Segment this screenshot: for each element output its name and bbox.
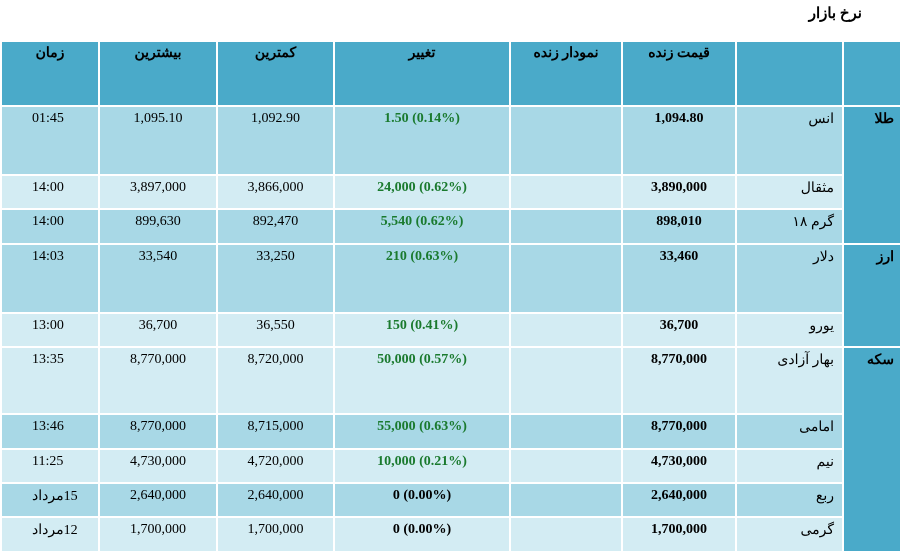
group-label-currency: ارز [842,242,900,349]
low-value: 3,866,000 [216,173,335,211]
item-name: ربع [735,481,844,519]
live-price: 8,770,000 [621,413,737,450]
live-chart-cell[interactable] [509,413,623,450]
live-price: 2,640,000 [621,481,737,519]
live-price: 4,730,000 [621,447,737,485]
low-value: 2,640,000 [216,481,335,519]
live-chart-cell[interactable] [509,311,623,349]
low-value: 1,092.90 [216,105,335,176]
table-row: مثقال 3,890,000 24,000 (0.62%) 3,866,000… [0,173,900,211]
table-row: طلا انس 1,094.80 1.50 (0.14%) 1,092.90 1… [0,105,900,245]
header-change: تغییر [333,40,511,107]
change-value: 1.50 (0.14%) [333,105,511,176]
high-value: 2,640,000 [98,481,218,519]
page-title: نرخ بازار [808,6,862,22]
change-value: 150 (0.41%) [333,311,511,349]
item-name: امامی [735,413,844,450]
item-name: گرم ۱۸ [735,208,844,245]
high-value: 33,540 [98,242,218,314]
table-row: امامی 8,770,000 55,000 (0.63%) 8,715,000… [0,413,900,450]
live-price: 3,890,000 [621,173,737,211]
update-time: 14:00 [0,208,100,245]
header-price: قیمت زنده [621,40,737,107]
change-value: 0 (0.00%) [333,481,511,519]
live-price: 1,700,000 [621,516,737,553]
low-value: 8,720,000 [216,346,335,416]
item-name: بهار آزادی [735,346,844,416]
change-value: 10,000 (0.21%) [333,447,511,485]
update-time: 14:03 [0,242,100,314]
high-value: 1,095.10 [98,105,218,176]
update-time: 13:00 [0,311,100,349]
update-time: 12مرداد [0,516,100,553]
live-price: 1,094.80 [621,105,737,176]
high-value: 8,770,000 [98,346,218,416]
group-label-coin: سکه [842,346,900,553]
high-value: 8,770,000 [98,413,218,450]
high-value: 1,700,000 [98,516,218,553]
update-time: 13:35 [0,346,100,416]
header-low: کمترین [216,40,335,107]
live-chart-cell[interactable] [509,447,623,485]
update-time: 15مرداد [0,481,100,519]
low-value: 33,250 [216,242,335,314]
live-chart-cell[interactable] [509,516,623,553]
header-time: زمان [0,40,100,107]
item-name: یورو [735,311,844,349]
high-value: 4,730,000 [98,447,218,485]
table-row: گرم ۱۸ 898,010 5,540 (0.62%) 892,470 899… [0,208,900,245]
item-name: نیم [735,447,844,485]
change-value: 0 (0.00%) [333,516,511,553]
live-price: 36,700 [621,311,737,349]
live-chart-cell[interactable] [509,242,623,314]
header-row: قیمت زنده نمودار زنده تغییر کمترین بیشتر… [0,40,900,107]
live-chart-cell[interactable] [509,208,623,245]
change-value: 50,000 (0.57%) [333,346,511,416]
live-chart-cell[interactable] [509,481,623,519]
item-name: انس [735,105,844,176]
live-price: 33,460 [621,242,737,314]
item-name: مثقال [735,173,844,211]
low-value: 892,470 [216,208,335,245]
high-value: 3,897,000 [98,173,218,211]
change-value: 24,000 (0.62%) [333,173,511,211]
low-value: 8,715,000 [216,413,335,450]
table-row: نیم 4,730,000 10,000 (0.21%) 4,720,000 4… [0,447,900,485]
live-price: 898,010 [621,208,737,245]
table-row: ربع 2,640,000 0 (0.00%) 2,640,000 2,640,… [0,481,900,519]
live-chart-cell[interactable] [509,173,623,211]
live-price: 8,770,000 [621,346,737,416]
update-time: 13:46 [0,413,100,450]
table-row: یورو 36,700 150 (0.41%) 36,550 36,700 13… [0,311,900,349]
table-row: گرمی 1,700,000 0 (0.00%) 1,700,000 1,700… [0,516,900,553]
table-row: سکه بهار آزادی 8,770,000 50,000 (0.57%) … [0,346,900,553]
high-value: 36,700 [98,311,218,349]
table-row: ارز دلار 33,460 210 (0.63%) 33,250 33,54… [0,242,900,349]
update-time: 11:25 [0,447,100,485]
change-value: 210 (0.63%) [333,242,511,314]
change-value: 55,000 (0.63%) [333,413,511,450]
update-time: 01:45 [0,105,100,176]
low-value: 1,700,000 [216,516,335,553]
header-item [735,40,844,107]
header-chart: نمودار زنده [509,40,623,107]
market-rates-table: قیمت زنده نمودار زنده تغییر کمترین بیشتر… [0,40,900,553]
low-value: 4,720,000 [216,447,335,485]
change-value: 5,540 (0.62%) [333,208,511,245]
low-value: 36,550 [216,311,335,349]
header-high: بیشترین [98,40,218,107]
live-chart-cell[interactable] [509,346,623,416]
header-group [842,40,900,107]
high-value: 899,630 [98,208,218,245]
group-label-gold: طلا [842,105,900,245]
item-name: گرمی [735,516,844,553]
live-chart-cell[interactable] [509,105,623,176]
update-time: 14:00 [0,173,100,211]
item-name: دلار [735,242,844,314]
